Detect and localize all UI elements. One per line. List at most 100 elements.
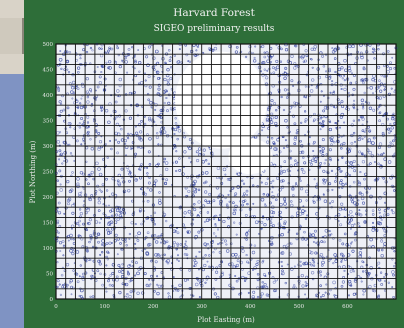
stem-point xyxy=(105,189,109,192)
stem-point xyxy=(144,79,147,82)
stem-point xyxy=(380,218,383,222)
stem-point xyxy=(377,249,380,252)
stem-point xyxy=(116,179,120,183)
stem-point xyxy=(156,275,159,278)
stem-point xyxy=(312,199,315,202)
stem-point xyxy=(58,283,61,286)
stem-point xyxy=(77,105,80,108)
stem-point xyxy=(194,261,198,265)
stem-point xyxy=(294,44,298,48)
stem-point xyxy=(59,109,63,113)
stem-point xyxy=(161,126,166,130)
stem-point xyxy=(155,163,159,168)
stem-point xyxy=(322,109,326,113)
stem-point xyxy=(143,115,146,118)
stem-point xyxy=(174,122,178,125)
stem-point xyxy=(241,179,244,182)
stem-point xyxy=(146,63,150,67)
stem-point xyxy=(377,221,381,225)
stem-point xyxy=(393,189,396,192)
stem-point xyxy=(236,259,240,263)
stem-point xyxy=(131,46,134,49)
stem-point xyxy=(178,206,182,210)
left-panel-blue xyxy=(0,74,24,328)
stem-point xyxy=(179,243,183,246)
stem-point xyxy=(193,53,197,57)
stem-point xyxy=(261,129,264,132)
stem-point xyxy=(66,60,69,63)
stem-point xyxy=(67,239,70,242)
stem-point xyxy=(283,199,287,202)
stem-point xyxy=(67,202,70,206)
stem-point xyxy=(90,147,94,151)
stem-point xyxy=(120,248,123,251)
x-tick-label: 0 xyxy=(54,304,58,310)
stem-point xyxy=(316,85,319,88)
stem-point xyxy=(87,174,91,178)
stem-point xyxy=(290,79,294,83)
stem-point xyxy=(388,131,391,134)
stem-point xyxy=(330,169,334,173)
stem-point xyxy=(262,193,266,196)
stem-point xyxy=(136,291,140,295)
stem-point xyxy=(252,184,255,187)
stem-point xyxy=(64,159,69,163)
stem-point xyxy=(121,207,126,212)
stem-point xyxy=(347,213,351,217)
stem-point xyxy=(319,274,322,277)
stem-point xyxy=(375,96,379,99)
stem-point xyxy=(390,130,392,133)
stem-point xyxy=(283,76,287,80)
stem-point xyxy=(232,211,237,216)
stem-point xyxy=(232,208,236,212)
stem-point xyxy=(126,292,129,296)
stem-point xyxy=(320,240,324,243)
stem-point xyxy=(352,270,356,273)
stem-point xyxy=(350,141,354,145)
stem-point xyxy=(183,211,187,215)
stem-point xyxy=(329,202,332,205)
stem-point xyxy=(58,58,63,62)
stem-point xyxy=(111,284,114,287)
stem-point xyxy=(146,166,149,169)
stem-point xyxy=(319,149,322,152)
stem-point xyxy=(80,191,83,194)
stem-point xyxy=(187,60,190,63)
stem-point xyxy=(270,137,274,140)
stem-point xyxy=(88,240,91,244)
stem-point xyxy=(101,251,104,254)
stem-point xyxy=(251,250,256,255)
stem-point xyxy=(78,215,82,219)
stem-point xyxy=(82,105,85,108)
stem-point xyxy=(284,139,287,142)
stem-point xyxy=(391,56,394,59)
stem-point xyxy=(111,263,116,267)
stem-point xyxy=(309,234,313,238)
stem-point xyxy=(139,168,142,171)
stem-point xyxy=(358,225,361,228)
stem-point xyxy=(246,202,249,206)
stem-point xyxy=(313,140,316,144)
stem-point xyxy=(100,217,103,220)
stem-point xyxy=(113,117,117,121)
stem-point xyxy=(58,169,62,173)
stem-point xyxy=(88,88,92,92)
y-tick-label: 450 xyxy=(43,68,54,74)
stem-point xyxy=(270,242,274,246)
stem-point xyxy=(382,152,385,155)
stem-point xyxy=(263,283,267,287)
stem-point xyxy=(354,204,357,207)
stem-point xyxy=(205,159,208,162)
y-tick-label: 300 xyxy=(43,144,54,150)
stem-point xyxy=(215,266,219,270)
x-tick-label: 600 xyxy=(342,304,353,310)
stem-point xyxy=(134,274,137,277)
stem-point xyxy=(60,273,64,277)
stem-point xyxy=(172,241,176,245)
stem-point xyxy=(78,224,81,227)
stem-point xyxy=(378,119,381,123)
stem-point xyxy=(362,81,365,85)
stem-point xyxy=(275,59,279,63)
stem-point xyxy=(225,243,228,246)
stem-point xyxy=(373,161,376,164)
